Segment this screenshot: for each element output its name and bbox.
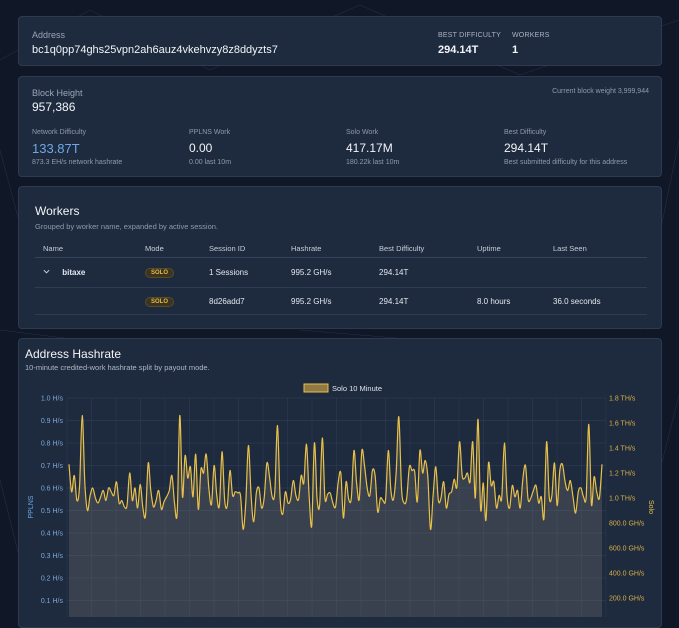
block-card: Block Height 957,386 Current block weigh… (18, 76, 662, 177)
hashrate-card: Address Hashrate 10-minute credited-work… (18, 338, 662, 628)
column-header-uptime[interactable]: Uptime (469, 239, 545, 258)
left-axis-tick-label: 0.2 H/s (41, 576, 64, 583)
block-weight-text: Current block weight 3,999,944 (552, 88, 649, 95)
solo-series-area (69, 415, 602, 617)
worker-name: bitaxe (62, 268, 86, 277)
right-axis-tick-label: 800.0 GH/s (609, 521, 645, 528)
mode-badge: SOLO (145, 296, 175, 307)
best-difficulty-cell: 294.14T (371, 287, 469, 315)
column-header-session-id[interactable]: Session ID (201, 239, 283, 258)
right-axis-tick-label: 1.2 TH/s (609, 471, 636, 478)
hashrate-subtitle: 10-minute credited-work hashrate split b… (25, 363, 210, 372)
column-header-name[interactable]: Name (35, 239, 137, 258)
mode-badge: SOLO (145, 268, 175, 278)
column-header-mode[interactable]: Mode (137, 239, 201, 258)
network-hashrate-text: 873.3 EH/s network hashrate (32, 159, 123, 166)
pplns-work-value: 0.00 (189, 141, 213, 155)
column-header-hashrate[interactable]: Hashrate (283, 239, 371, 258)
left-axis-tick-label: 0.7 H/s (41, 463, 64, 470)
best-difficulty-label: BEST DIFFICULTY (438, 32, 502, 39)
workers-count-label: WORKERS (512, 32, 550, 39)
column-header-best-difficulty[interactable]: Best Difficulty (371, 239, 469, 258)
solo-series-line (68, 414, 603, 530)
solo-work-sub: 180.22k last 10m (346, 159, 400, 166)
workers-subtitle: Grouped by worker name, expanded by acti… (35, 222, 219, 231)
best-difficulty-value: 294.14T (438, 44, 479, 56)
column-header-last-seen[interactable]: Last Seen (545, 239, 647, 258)
right-axis-tick-label: 200.0 GH/s (609, 596, 645, 603)
best-difficulty-stat-sub: Best submitted difficulty for this addre… (504, 159, 628, 166)
session-cell: 8d26add7 (201, 287, 283, 315)
pplns-work-label: PPLNS Work (189, 129, 231, 136)
workers-card: Workers Grouped by worker name, expanded… (18, 186, 662, 329)
left-axis-tick-label: 0.1 H/s (41, 598, 64, 605)
workers-table: Name Mode Session ID Hashrate Best Diffi… (35, 239, 647, 315)
worker-group-row[interactable]: bitaxe SOLO 1 Sessions 995.2 GH/s 294.14… (35, 257, 647, 288)
best-difficulty-stat-label: Best Difficulty (504, 129, 547, 136)
right-axis-tick-label: 1.8 TH/s (609, 396, 636, 403)
left-axis-tick-label: 0.9 H/s (41, 418, 64, 425)
right-axis-tick-label: 1.0 TH/s (609, 496, 636, 503)
solo-work-label: Solo Work (346, 129, 379, 136)
left-axis-tick-label: 0.5 H/s (41, 508, 64, 515)
workers-title: Workers (35, 204, 80, 218)
best-difficulty-cell: 294.14T (371, 257, 469, 288)
legend-swatch (303, 383, 329, 393)
uptime-cell: 8.0 hours (469, 287, 545, 315)
last-seen-cell: 36.0 seconds (545, 287, 647, 315)
left-axis-tick-label: 0.3 H/s (41, 553, 64, 560)
worker-session-row[interactable]: SOLO 8d26add7 995.2 GH/s 294.14T 8.0 hou… (35, 287, 647, 315)
right-axis-tick-label: 1.6 TH/s (609, 421, 636, 428)
solo-work-value: 417.17M (346, 141, 393, 155)
left-axis-tick-label: 0.8 H/s (41, 441, 64, 448)
last-seen-cell (545, 257, 647, 288)
left-axis-label: PPLNS (28, 495, 35, 518)
uptime-cell (469, 257, 545, 288)
chevron-down-icon[interactable] (43, 268, 50, 275)
right-axis-tick-label: 400.0 GH/s (609, 571, 645, 578)
hashrate-cell: 995.2 GH/s (283, 257, 371, 288)
block-height-value: 957,386 (32, 100, 76, 114)
hashrate-cell: 995.2 GH/s (283, 287, 371, 315)
session-name-cell (35, 287, 137, 315)
right-axis-tick-label: 600.0 GH/s (609, 546, 645, 553)
network-difficulty-label: Network Difficulty (32, 129, 86, 136)
workers-table-header: Name Mode Session ID Hashrate Best Diffi… (35, 239, 647, 258)
best-difficulty-stat-value: 294.14T (504, 141, 549, 155)
left-axis-tick-label: 0.6 H/s (41, 486, 64, 493)
legend-label: Solo 10 Minute (332, 384, 382, 393)
hashrate-title: Address Hashrate (25, 347, 122, 361)
network-difficulty-value: 133.87T (32, 141, 80, 156)
workers-count-value: 1 (512, 44, 519, 56)
address-card: Address bc1q0pp74ghs25vpn2ah6auz4vkehvzy… (18, 16, 662, 66)
block-height-label: Block Height (32, 88, 83, 98)
left-axis-tick-label: 0.4 H/s (41, 531, 64, 538)
session-cell: 1 Sessions (201, 257, 283, 288)
pplns-work-sub: 0.00 last 10m (189, 159, 232, 166)
address-label: Address (32, 30, 66, 40)
address-value[interactable]: bc1q0pp74ghs25vpn2ah6auz4vkehvzy8z8ddyzt… (32, 44, 278, 56)
right-axis-tick-label: 1.4 TH/s (609, 446, 636, 453)
right-axis-label: Solo (647, 500, 654, 514)
chart-legend[interactable]: Solo 10 Minute (303, 383, 382, 393)
hashrate-chart[interactable]: 1.0 H/s 0.9 H/s 0.8 H/s 0.7 H/s 0.6 H/s 0.5 H… (19, 377, 661, 617)
left-axis-tick-label: 1.0 H/s (41, 396, 64, 403)
